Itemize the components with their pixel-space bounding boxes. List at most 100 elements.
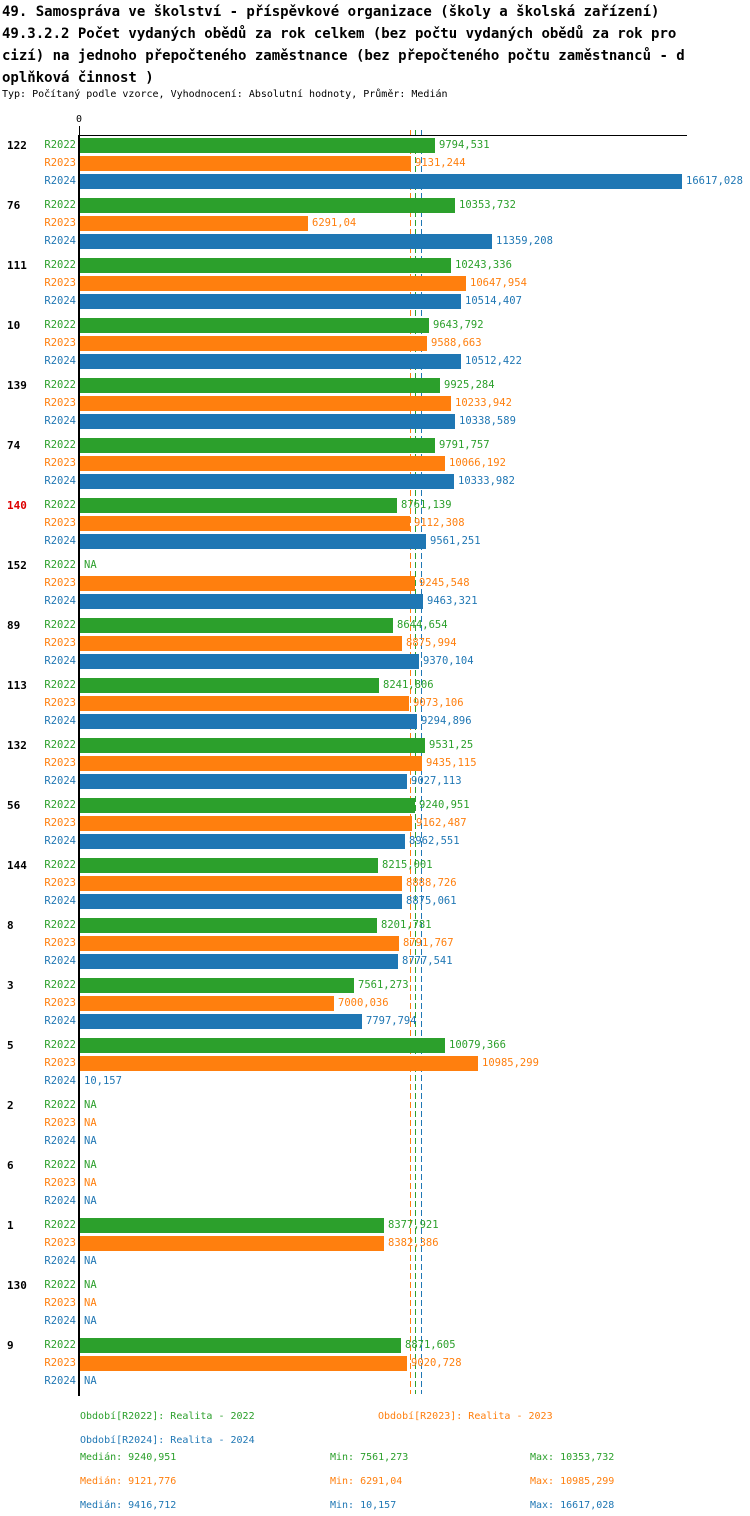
series-label: R2023 xyxy=(44,457,76,469)
bar-value-label: 9435,115 xyxy=(426,757,477,769)
bar-value-label: 10338,589 xyxy=(459,415,516,427)
bar-value-label: 8875,994 xyxy=(406,637,457,649)
series-label: R2023 xyxy=(44,817,76,829)
bar xyxy=(80,636,402,651)
bar xyxy=(80,516,410,531)
bar xyxy=(80,876,402,891)
bar xyxy=(80,258,451,273)
series-label: R2022 xyxy=(44,619,76,631)
stat-median-r2022: Medián: 9240,951 xyxy=(80,1452,177,1463)
series-label: R2024 xyxy=(44,295,76,307)
bar-value-label: 9131,244 xyxy=(415,157,466,169)
bar xyxy=(80,996,334,1011)
bar xyxy=(80,954,398,969)
group-label: 76 xyxy=(7,199,21,212)
series-label: R2022 xyxy=(44,739,76,751)
bar-value-label: 9294,896 xyxy=(421,715,472,727)
series-label: R2023 xyxy=(44,877,76,889)
series-label: R2023 xyxy=(44,1297,76,1309)
series-label: R2024 xyxy=(44,775,76,787)
bar xyxy=(80,654,419,669)
group-label: 6 xyxy=(7,1159,14,1172)
group-label: 56 xyxy=(7,799,21,812)
bar xyxy=(80,894,402,909)
bar xyxy=(80,1236,384,1251)
bar xyxy=(80,474,454,489)
series-label: R2024 xyxy=(44,895,76,907)
bar xyxy=(80,918,377,933)
axis-vertical-line xyxy=(78,135,80,1396)
stat-max-r2022: Max: 10353,732 xyxy=(530,1452,615,1463)
group-label: 140 xyxy=(7,499,27,512)
group-label: 144 xyxy=(7,859,27,872)
series-label: R2022 xyxy=(44,979,76,991)
series-label: R2022 xyxy=(44,799,76,811)
bar-value-label: 9925,284 xyxy=(444,379,495,391)
bar-value-label: 8761,139 xyxy=(401,499,452,511)
series-label: R2022 xyxy=(44,439,76,451)
bar-value-label: 9588,663 xyxy=(431,337,482,349)
bar-value-label: 7797,794 xyxy=(366,1015,417,1027)
series-label: R2023 xyxy=(44,397,76,409)
bar xyxy=(80,696,409,711)
bar xyxy=(80,498,397,513)
series-label: R2023 xyxy=(44,1237,76,1249)
stat-min-r2023: Min: 6291,04 xyxy=(330,1476,403,1487)
series-label: R2022 xyxy=(44,379,76,391)
na-label: NA xyxy=(84,1099,97,1111)
series-label: R2024 xyxy=(44,1015,76,1027)
na-label: NA xyxy=(84,1177,97,1189)
group-label: 111 xyxy=(7,259,27,272)
bar-value-label: 9112,308 xyxy=(414,517,465,529)
na-label: NA xyxy=(84,1375,97,1387)
bar-value-label: 9370,104 xyxy=(423,655,474,667)
bar-value-label: 10514,407 xyxy=(465,295,522,307)
series-label: R2024 xyxy=(44,835,76,847)
bar xyxy=(80,336,427,351)
series-label: R2022 xyxy=(44,919,76,931)
series-label: R2023 xyxy=(44,217,76,229)
na-label: NA xyxy=(84,1195,97,1207)
bar-value-label: 8875,061 xyxy=(406,895,457,907)
bar xyxy=(80,138,435,153)
group-label: 3 xyxy=(7,979,14,992)
axis-top-line xyxy=(80,135,687,136)
bar-value-label: 9245,548 xyxy=(419,577,470,589)
bar xyxy=(80,936,399,951)
bar xyxy=(80,774,407,789)
bar xyxy=(80,156,411,171)
bar xyxy=(80,438,435,453)
na-label: NA xyxy=(84,1135,97,1147)
series-label: R2024 xyxy=(44,175,76,187)
series-label: R2024 xyxy=(44,1375,76,1387)
bar-value-label: 9643,792 xyxy=(433,319,484,331)
series-label: R2022 xyxy=(44,139,76,151)
series-label: R2024 xyxy=(44,1315,76,1327)
bar xyxy=(80,1356,407,1371)
bar-value-label: 8871,605 xyxy=(405,1339,456,1351)
series-label: R2024 xyxy=(44,955,76,967)
group-label: 122 xyxy=(7,139,27,152)
series-label: R2023 xyxy=(44,1177,76,1189)
group-label: 1 xyxy=(7,1219,14,1232)
bar-value-label: 9794,531 xyxy=(439,139,490,151)
bar-value-label: 9531,25 xyxy=(429,739,474,751)
series-label: R2022 xyxy=(44,319,76,331)
bar-value-label: 10,157 xyxy=(84,1075,122,1087)
series-label: R2023 xyxy=(44,757,76,769)
group-label: 2 xyxy=(7,1099,14,1112)
bar-value-label: 8791,767 xyxy=(403,937,454,949)
page-title-line-1: 49. Samospráva ve školství - příspěvkové… xyxy=(2,4,660,20)
series-label: R2022 xyxy=(44,859,76,871)
bar xyxy=(80,978,354,993)
group-label: 113 xyxy=(7,679,27,692)
series-label: R2024 xyxy=(44,1255,76,1267)
group-label: 152 xyxy=(7,559,27,572)
bar xyxy=(80,1338,401,1353)
bar xyxy=(80,678,379,693)
bar-value-label: 8201,781 xyxy=(381,919,432,931)
stat-max-r2023: Max: 10985,299 xyxy=(530,1476,615,1487)
legend-item-r2024: Období[R2024]: Realita - 2024 xyxy=(80,1435,255,1446)
bar-value-label: 8962,551 xyxy=(409,835,460,847)
